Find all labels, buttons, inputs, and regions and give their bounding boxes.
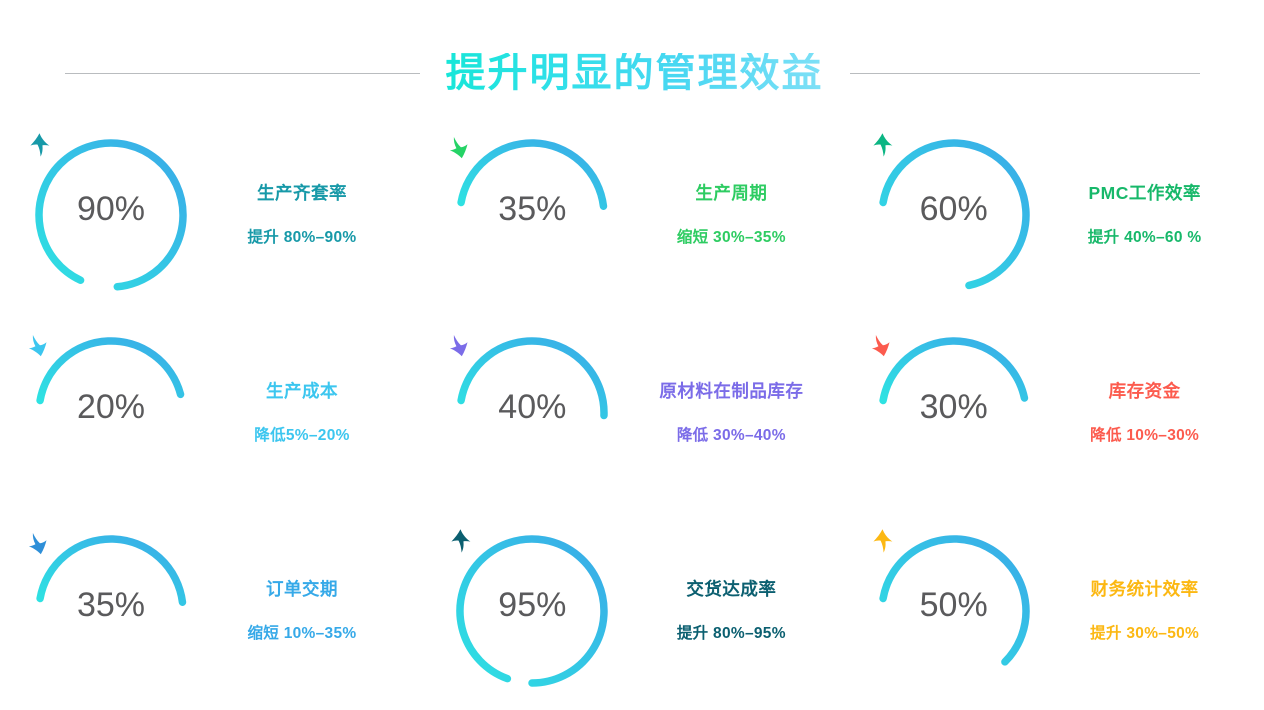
metric-texts: PMC工作效率 提升 40%–60 % [1055, 182, 1235, 246]
progress-ring-svg [457, 337, 609, 420]
metric-description: 降低 10%–30% [1090, 427, 1200, 444]
progress-arc [456, 535, 609, 687]
metric-texts: 生产周期 缩短 30%–35% [641, 182, 821, 246]
progress-arc [878, 337, 1028, 405]
progress-ring-svg [457, 139, 608, 210]
metric-texts: 交货达成率 提升 80%–95% [641, 578, 821, 642]
progress-ring-finance-statistics-efficiency: 50% [871, 528, 1037, 694]
metric-description: 降低 30%–40% [676, 427, 786, 444]
metric-description: 提升 30%–50% [1090, 625, 1200, 642]
metric-title: 生产周期 [695, 182, 768, 203]
progress-ring-production-kitting-rate: 90% [28, 132, 194, 298]
progress-arc [878, 535, 1030, 666]
metric-item-pmc-work-efficiency: 60% PMC工作效率 提升 40%–60 % [843, 116, 1264, 314]
progress-arc [457, 139, 608, 210]
metric-texts: 原材料在制品库存 降低 30%–40% [641, 380, 821, 444]
metric-title: 生产齐套率 [257, 182, 347, 203]
metric-item-production-cost: 20% 生产成本 降低5%–20% [0, 314, 421, 512]
metric-title: 原材料在制品库存 [659, 380, 804, 401]
progress-ring-svg [878, 139, 1030, 290]
metric-title: 库存资金 [1108, 380, 1181, 401]
progress-ring-production-cycle: 35% [449, 132, 615, 298]
progress-arc [35, 139, 187, 291]
metric-description: 缩短 30%–35% [676, 229, 786, 246]
progress-arc [36, 535, 187, 606]
progress-ring-inventory-capital: 30% [871, 330, 1037, 496]
metric-description: 缩短 10%–35% [247, 625, 357, 642]
metric-title: 交货达成率 [686, 578, 777, 599]
metric-description: 提升 80%–95% [676, 625, 786, 642]
metric-texts: 订单交期 缩短 10%–35% [212, 578, 392, 642]
progress-ring-raw-material-wip-inventory: 40% [449, 330, 615, 496]
progress-ring-svg [36, 535, 187, 606]
progress-arc [36, 337, 185, 405]
metrics-grid: 90% 生产齐套率 提升 80%–90% [0, 116, 1264, 710]
progress-ring-svg [878, 337, 1028, 405]
metric-item-delivery-achievement-rate: 95% 交货达成率 提升 80%–95% [421, 512, 842, 710]
metric-texts: 库存资金 降低 10%–30% [1055, 380, 1235, 444]
progress-ring-production-cost: 20% [28, 330, 194, 496]
metric-description: 提升 80%–90% [247, 229, 357, 246]
progress-ring-pmc-work-efficiency: 60% [871, 132, 1037, 298]
metric-item-raw-material-wip-inventory: 40% 原材料在制品库存 降低 30%–40% [421, 314, 842, 512]
progress-ring-svg [878, 535, 1030, 666]
metric-title: 订单交期 [266, 578, 338, 599]
metric-texts: 生产齐套率 提升 80%–90% [212, 182, 392, 246]
metric-description: 降低5%–20% [254, 427, 350, 444]
metric-title: 生产成本 [266, 380, 338, 401]
progress-arc [457, 337, 609, 420]
page-header: 提升明显的管理效益 [0, 42, 1264, 104]
metric-item-inventory-capital: 30% 库存资金 降低 10%–30% [843, 314, 1264, 512]
metric-item-finance-statistics-efficiency: 50% 财务统计效率 提升 30%–50% [843, 512, 1264, 710]
progress-ring-svg [456, 535, 609, 687]
progress-arc [878, 139, 1030, 290]
progress-ring-order-lead-time: 35% [28, 528, 194, 694]
metric-item-production-cycle: 35% 生产周期 缩短 30%–35% [421, 116, 842, 314]
page-title: 提升明显的管理效益 [445, 51, 824, 95]
metric-texts: 生产成本 降低5%–20% [212, 380, 392, 444]
progress-ring-delivery-achievement-rate: 95% [449, 528, 615, 694]
header-rule-left [64, 72, 420, 74]
metric-item-order-lead-time: 35% 订单交期 缩短 10%–35% [0, 512, 421, 710]
metric-title: 财务统计效率 [1090, 578, 1199, 599]
metric-item-production-kitting-rate: 90% 生产齐套率 提升 80%–90% [0, 116, 421, 314]
metric-title: PMC工作效率 [1088, 182, 1201, 203]
header-rule-right [849, 72, 1200, 74]
progress-ring-svg [35, 139, 187, 291]
metric-texts: 财务统计效率 提升 30%–50% [1055, 578, 1235, 642]
metric-description: 提升 40%–60 % [1087, 229, 1202, 246]
progress-ring-svg [36, 337, 185, 405]
